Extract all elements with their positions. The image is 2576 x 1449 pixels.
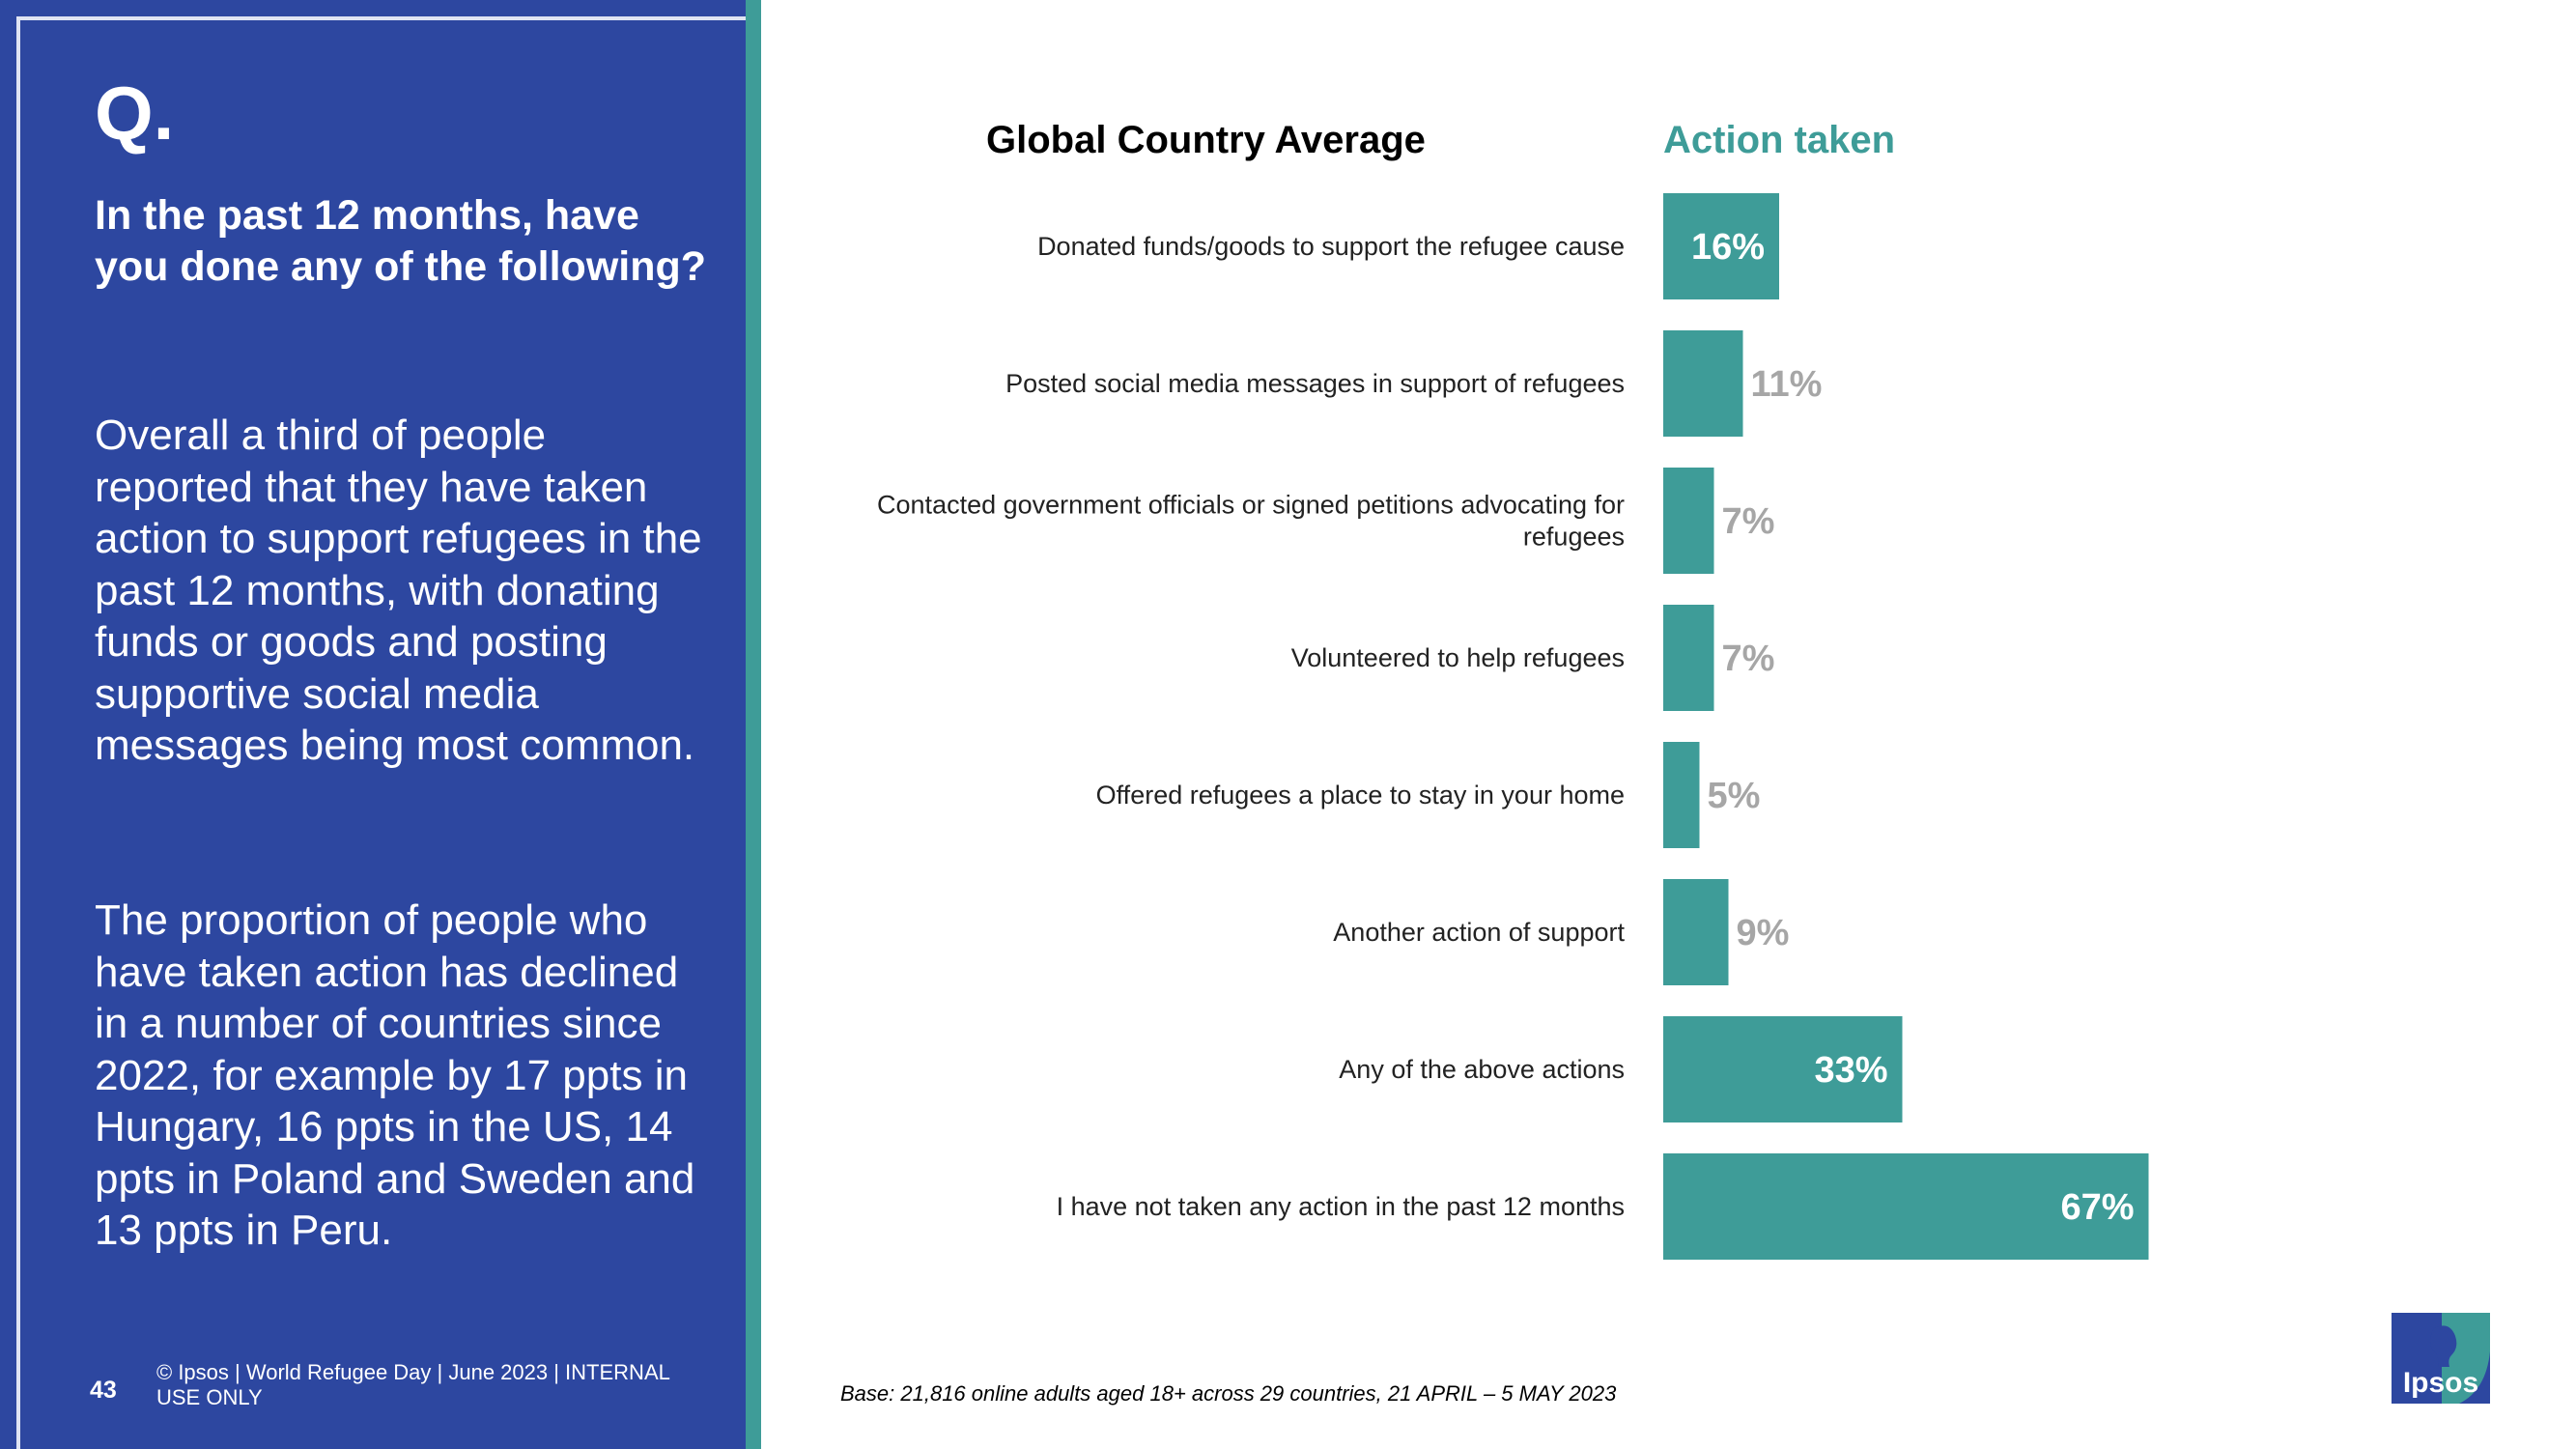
category-label-0: Donated funds/goods to support the refug… (1037, 232, 1625, 261)
category-label-6: Any of the above actions (1339, 1055, 1625, 1084)
value-label-0: 16% (1691, 227, 1765, 268)
series-title: Action taken (1663, 119, 1896, 161)
value-label-7: 67% (2060, 1187, 2134, 1228)
bar-2 (1663, 468, 1714, 574)
category-label-2: Contacted government officials or signed… (877, 491, 1625, 552)
bar-0 (1663, 193, 1779, 299)
value-label-3: 7% (1722, 639, 1775, 679)
bar-5 (1663, 879, 1729, 985)
chart-title: Global Country Average (986, 119, 1426, 161)
category-label-7: I have not taken any action in the past … (1057, 1192, 1625, 1221)
logo-text: Ipsos (2403, 1367, 2478, 1399)
bar-4 (1663, 742, 1700, 848)
bar-6 (1663, 1016, 1903, 1122)
bar-1 (1663, 330, 1743, 437)
left-panel-frame (16, 16, 750, 1449)
value-label-1: 11% (1751, 364, 1823, 405)
value-label-4: 5% (1708, 776, 1761, 816)
ipsos-logo: Ipsos (2392, 1313, 2490, 1404)
value-label-5: 9% (1737, 913, 1790, 953)
summary-paragraph-2: The proportion of people who have taken … (95, 896, 695, 1254)
summary-paragraph-1: Overall a third of people reported that … (95, 412, 702, 769)
bar-7 (1663, 1153, 2149, 1260)
category-label-5: Another action of support (1333, 918, 1625, 947)
bar-3 (1663, 605, 1714, 711)
base-note: Base: 21,816 online adults aged 18+ acro… (840, 1381, 1617, 1406)
question-marker: Q. (95, 71, 175, 156)
page-number: 43 (90, 1377, 117, 1404)
value-label-2: 7% (1722, 501, 1775, 542)
category-label-3: Volunteered to help refugees (1291, 643, 1625, 672)
footer-copyright: © Ipsos | World Refugee Day | June 2023 … (156, 1360, 670, 1409)
left-panel: Q. In the past 12 months, have you done … (0, 0, 750, 1449)
survey-question: In the past 12 months, have you done any… (95, 192, 707, 290)
value-label-6: 33% (1814, 1050, 1887, 1091)
teal-divider-strip (746, 0, 761, 1449)
category-label-4: Offered refugees a place to stay in your… (1096, 781, 1625, 810)
category-label-1: Posted social media messages in support … (1005, 369, 1625, 398)
